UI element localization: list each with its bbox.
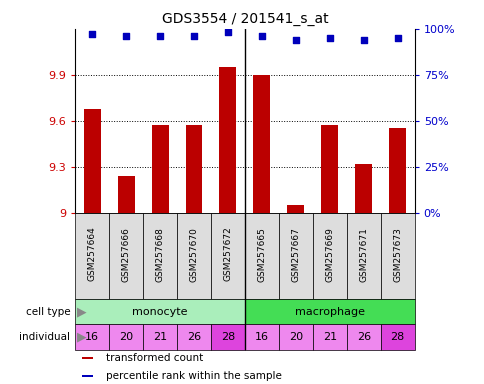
- Text: GSM257665: GSM257665: [257, 227, 266, 281]
- Bar: [117, 176, 134, 213]
- Bar: [244, 324, 278, 350]
- Bar: [380, 213, 414, 299]
- Point: [325, 35, 333, 41]
- Bar: [278, 324, 312, 350]
- Bar: [219, 67, 236, 213]
- Bar: [244, 213, 278, 299]
- Text: 28: 28: [220, 333, 235, 343]
- Text: individual: individual: [19, 333, 70, 343]
- Text: GSM257670: GSM257670: [189, 227, 198, 281]
- Text: 21: 21: [152, 333, 167, 343]
- Bar: [354, 164, 372, 213]
- Bar: [278, 213, 312, 299]
- Bar: [380, 324, 414, 350]
- Bar: [211, 213, 244, 299]
- Bar: [244, 299, 414, 324]
- Bar: [177, 324, 211, 350]
- Text: GSM257673: GSM257673: [393, 227, 401, 281]
- Bar: [151, 126, 168, 213]
- Text: macrophage: macrophage: [294, 306, 364, 317]
- Bar: [109, 213, 143, 299]
- Bar: [185, 126, 202, 213]
- Text: GSM257672: GSM257672: [223, 227, 232, 281]
- Bar: [75, 299, 244, 324]
- Text: 20: 20: [288, 333, 302, 343]
- Point: [88, 31, 96, 37]
- Text: GSM257671: GSM257671: [359, 227, 367, 281]
- Text: GSM257667: GSM257667: [291, 227, 300, 281]
- Text: 16: 16: [255, 333, 268, 343]
- Text: 28: 28: [390, 333, 404, 343]
- Point: [122, 33, 130, 39]
- Bar: [287, 205, 304, 213]
- Text: transformed count: transformed count: [106, 353, 203, 362]
- Text: GSM257668: GSM257668: [155, 227, 164, 281]
- Title: GDS3554 / 201541_s_at: GDS3554 / 201541_s_at: [161, 12, 328, 26]
- Bar: [143, 213, 177, 299]
- Point: [257, 33, 265, 39]
- Bar: [388, 129, 405, 213]
- Text: percentile rank within the sample: percentile rank within the sample: [106, 371, 281, 381]
- Bar: [312, 324, 346, 350]
- Bar: [320, 126, 337, 213]
- Text: ▶: ▶: [77, 331, 87, 344]
- Text: 21: 21: [322, 333, 336, 343]
- Text: ▶: ▶: [77, 305, 87, 318]
- Bar: [346, 213, 380, 299]
- Text: 16: 16: [85, 333, 99, 343]
- Text: cell type: cell type: [26, 306, 70, 317]
- Bar: [177, 213, 211, 299]
- Point: [190, 33, 197, 39]
- Text: monocyte: monocyte: [132, 306, 187, 317]
- Point: [156, 33, 164, 39]
- Point: [291, 37, 299, 43]
- Bar: [143, 324, 177, 350]
- Point: [359, 37, 367, 43]
- Bar: [211, 324, 244, 350]
- Bar: [83, 109, 101, 213]
- Bar: [75, 213, 109, 299]
- Text: 20: 20: [119, 333, 133, 343]
- Bar: [82, 357, 93, 359]
- Bar: [82, 374, 93, 377]
- Point: [393, 35, 401, 41]
- Text: GSM257666: GSM257666: [121, 227, 130, 281]
- Text: 26: 26: [356, 333, 370, 343]
- Text: 26: 26: [186, 333, 201, 343]
- Text: GSM257669: GSM257669: [325, 227, 333, 281]
- Bar: [109, 324, 143, 350]
- Bar: [253, 75, 270, 213]
- Bar: [346, 324, 380, 350]
- Text: GSM257664: GSM257664: [88, 227, 96, 281]
- Point: [224, 30, 231, 36]
- Bar: [75, 324, 109, 350]
- Bar: [312, 213, 346, 299]
